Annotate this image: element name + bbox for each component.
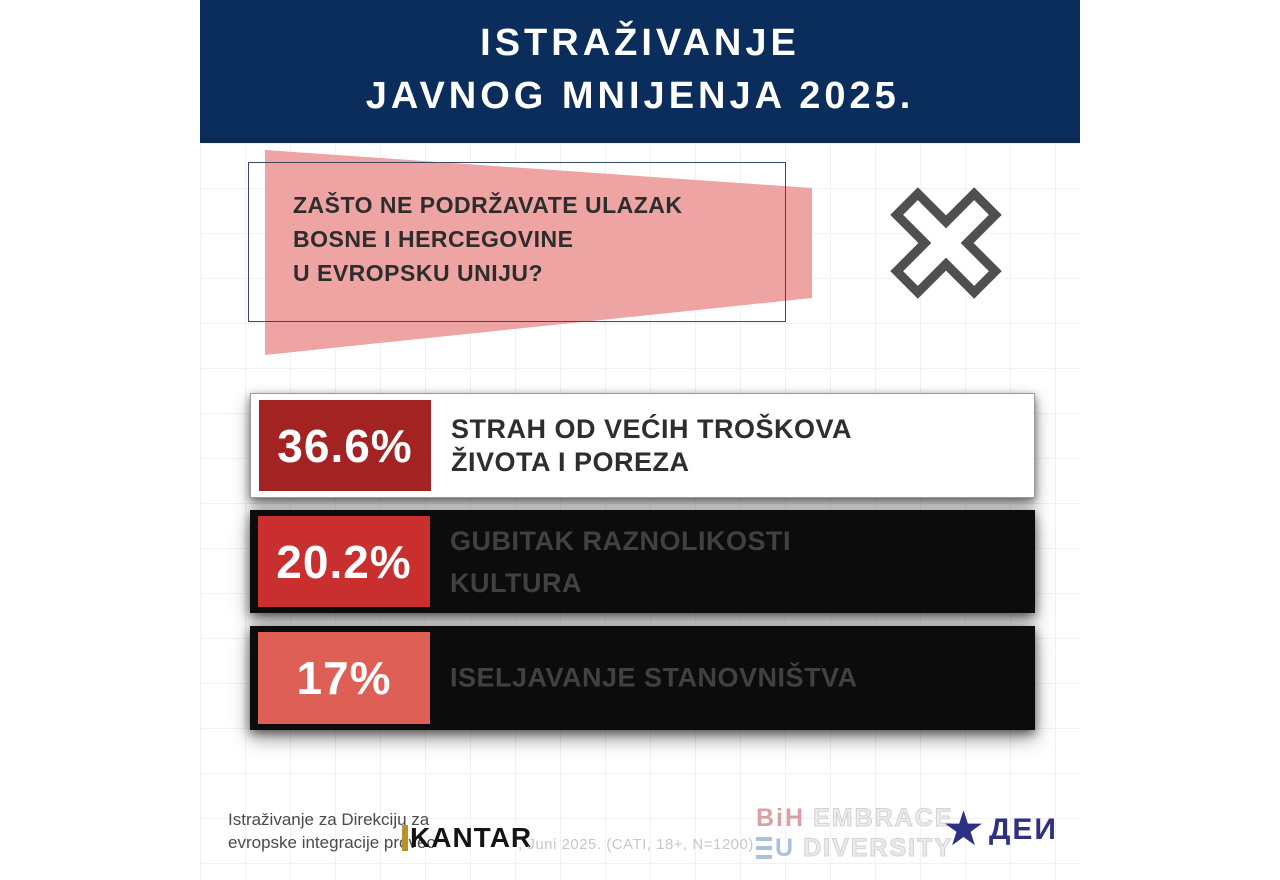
bar-label-1-line-1: STRAH OD VEĆIH TROŠKOVA bbox=[451, 413, 853, 444]
eu-logo-text: U bbox=[775, 833, 796, 862]
survey-note: , Juni 2025. (CATI, 18+, N=1200) bbox=[518, 836, 754, 853]
dei-logo: ★ ДЕИ bbox=[942, 806, 1058, 854]
diversity-word: DIVERSITY bbox=[803, 833, 954, 862]
credit-line-2: evropske integracije proveo bbox=[228, 833, 436, 852]
bar-label-2-line-2: KULTURA bbox=[450, 567, 582, 598]
percentage-value-2: 20.2% bbox=[276, 535, 412, 588]
kantar-logo-text: KANTAR bbox=[410, 822, 533, 853]
question-line-3: U EVROPSKU UNIJU? bbox=[293, 260, 544, 286]
result-bar-row-1: 36.6% STRAH OD VEĆIH TROŠKOVA ŽIVOTA I P… bbox=[250, 393, 1035, 498]
dei-star-icon: ★ bbox=[942, 803, 986, 856]
credit-text: Istraživanje za Direkciju za evropske in… bbox=[228, 808, 436, 854]
bih-logo-text: BiH bbox=[756, 803, 806, 832]
question-text: ZAŠTO NE PODRŽAVATE ULAZAK BOSNE I HERCE… bbox=[293, 188, 683, 290]
kantar-logo: KANTAR bbox=[402, 822, 532, 854]
result-bar-row-3: 17% ISELJAVANJE STANOVNIŠTVA bbox=[250, 626, 1035, 730]
question-line-1: ZAŠTO NE PODRŽAVATE ULAZAK bbox=[293, 192, 683, 218]
dei-logo-text: ДЕИ bbox=[989, 813, 1058, 846]
page-title-line-1: ISTRAŽIVANJE bbox=[480, 22, 800, 64]
percentage-box-2: 20.2% bbox=[258, 516, 430, 607]
bar-label-1-line-2: ŽIVOTA I POREZA bbox=[451, 446, 690, 477]
percentage-box-1: 36.6% bbox=[259, 400, 431, 491]
question-outline-box bbox=[248, 162, 786, 322]
question-line-2: BOSNE I HERCEGOVINE bbox=[293, 226, 574, 252]
result-bar-row-2: 20.2% GUBITAK RAZNOLIKOSTI KULTURA bbox=[250, 510, 1035, 613]
embrace-word: EMBRACE bbox=[813, 803, 954, 832]
kantar-logo-mark-icon bbox=[402, 825, 408, 851]
bar-label-1: STRAH OD VEĆIH TROŠKOVA ŽIVOTA I POREZA bbox=[451, 413, 852, 479]
embrace-diversity-logo: BiH EMBRACE U DIVERSITY bbox=[756, 803, 953, 863]
bar-label-3: ISELJAVANJE STANOVNIŠTVA bbox=[450, 662, 858, 695]
bar-label-3-line-1: ISELJAVANJE STANOVNIŠTVA bbox=[450, 662, 858, 693]
question-highlight-shape bbox=[265, 150, 812, 355]
percentage-box-3: 17% bbox=[258, 632, 430, 724]
percentage-value-1: 36.6% bbox=[277, 419, 413, 472]
infographic-canvas: ISTRAŽIVANJE JAVNOG MNIJENJA 2025. ZAŠTO… bbox=[200, 0, 1080, 880]
credit-line-1: Istraživanje za Direkciju za bbox=[228, 810, 430, 829]
embrace-logo-row-2: U DIVERSITY bbox=[756, 833, 953, 863]
bar-label-2: GUBITAK RAZNOLIKOSTI KULTURA bbox=[450, 520, 791, 604]
bar-label-2-line-1: GUBITAK RAZNOLIKOSTI bbox=[450, 525, 791, 556]
header: ISTRAŽIVANJE JAVNOG MNIJENJA 2025. bbox=[200, 0, 1080, 143]
embrace-logo-row-1: BiH EMBRACE bbox=[756, 803, 953, 833]
page-title-line-2: JAVNOG MNIJENJA 2025. bbox=[365, 75, 915, 117]
percentage-value-3: 17% bbox=[296, 652, 392, 704]
eu-bars-icon bbox=[756, 837, 772, 859]
x-mark-icon bbox=[890, 187, 1002, 299]
